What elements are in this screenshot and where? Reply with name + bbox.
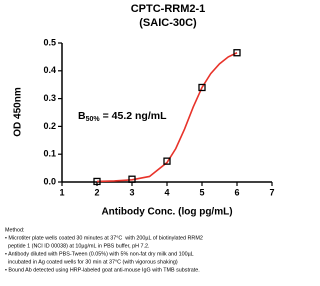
x-tick-label: 6 <box>234 187 239 197</box>
y-axis-label: OD 450nm <box>13 87 24 137</box>
x-axis-label: Antibody Conc. (log pg/mL) <box>101 207 232 218</box>
data-point <box>163 157 171 165</box>
y-tick-label: 0.3 <box>43 93 56 103</box>
x-tick-label: 5 <box>199 187 204 197</box>
y-tick-label: 0.0 <box>43 176 56 186</box>
y-tick-label: 0.2 <box>43 121 56 131</box>
method-heading: Method: <box>5 227 24 233</box>
data-point <box>198 83 206 92</box>
method: Method: • Microtiter plate wells coated … <box>5 227 203 273</box>
fit-curve <box>96 52 238 183</box>
x-tick-label: 4 <box>164 187 169 197</box>
annotation-subscript: 50% <box>86 116 101 123</box>
x-tick-label: 7 <box>269 187 274 197</box>
y-tick-label: 0.1 <box>43 149 56 159</box>
chart: CPTC-RRM2-1 (SAIC-30C) Antibody Conc. (l… <box>5 3 275 274</box>
x-tick-label: 3 <box>129 187 134 197</box>
data-point <box>128 175 136 183</box>
chart-subtitle: (SAIC-30C) <box>139 17 197 29</box>
method-line: • Antibody diluted with PBS-Tween (0.05%… <box>5 251 194 257</box>
x-tick-label: 1 <box>59 187 64 197</box>
data-point <box>233 49 241 57</box>
x-tick-label: 2 <box>94 187 99 197</box>
annotation-text: = 45.2 ng/mL <box>103 110 167 122</box>
annotation: B50% = 45.2 ng/mL <box>78 110 167 123</box>
method-line: incubated in Ag coated wells for 30 min … <box>5 259 178 265</box>
y-tick-label: 0.4 <box>43 65 56 75</box>
annotation-base: B <box>78 110 86 122</box>
method-line: • Bound Ab detected using HRP-labeled go… <box>5 267 200 273</box>
data-point <box>93 177 101 186</box>
method-line: peptide 1 (NCI ID 00038) at 10µg/mL in P… <box>5 243 150 249</box>
method-line: • Microtiter plate wells coated 30 minut… <box>5 235 203 241</box>
chart-title: CPTC-RRM2-1 <box>131 3 206 15</box>
y-tick-label: 0.5 <box>43 37 56 47</box>
